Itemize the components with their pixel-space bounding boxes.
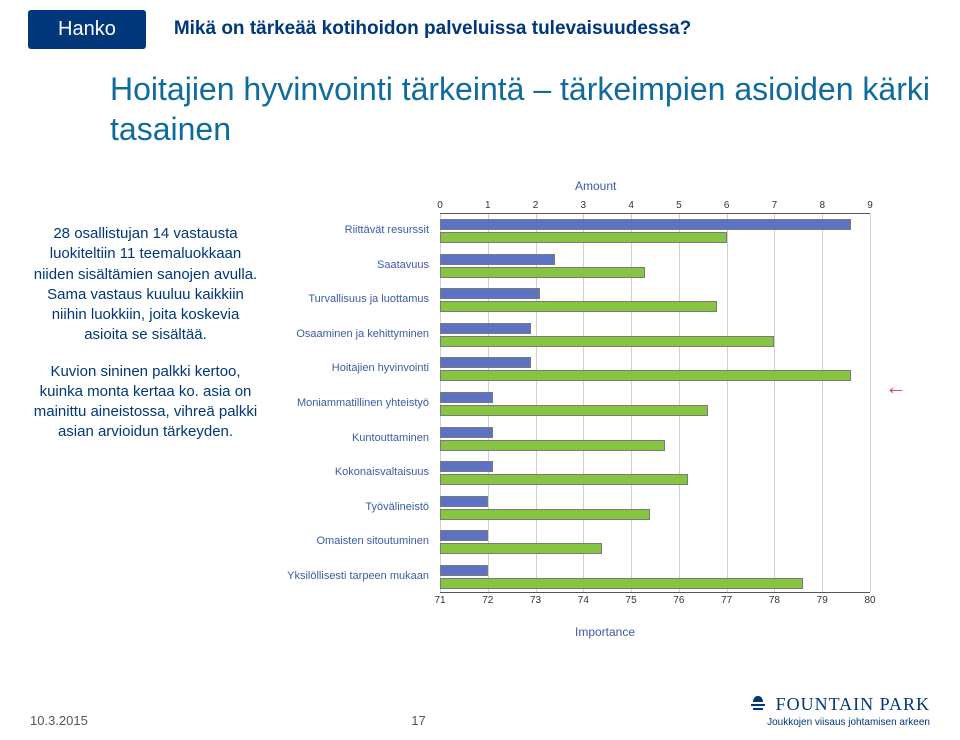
bar-amount (440, 530, 488, 541)
grid-line (870, 214, 871, 592)
bar-importance (440, 232, 727, 243)
bar-importance (440, 474, 688, 485)
tick-bottom: 75 (626, 595, 637, 606)
footer-date: 10.3.2015 (30, 713, 88, 728)
grid-line (727, 214, 728, 592)
tick-bottom: 71 (434, 595, 445, 606)
logo-text: FOUNTAIN PARK (776, 694, 930, 714)
chart-plot: 071172273374475576677778879980 (440, 213, 870, 593)
tick-bottom: 80 (864, 595, 875, 606)
bar-amount (440, 219, 851, 230)
grid-line (822, 214, 823, 592)
footer: 10.3.2015 17 FOUNTAIN PARK Joukkojen vii… (0, 694, 960, 728)
axis-importance-label: Importance (575, 625, 635, 639)
bar-amount (440, 461, 493, 472)
category-label: Yksilöllisesti tarpeen mukaan (275, 570, 435, 582)
bar-amount (440, 565, 488, 576)
axis-amount-label: Amount (575, 179, 616, 193)
category-label: Turvallisuus ja luottamus (275, 293, 435, 305)
bar-amount (440, 496, 488, 507)
category-label: Kokonaisvaltaisuus (275, 466, 435, 478)
tick-bottom: 72 (482, 595, 493, 606)
bar-amount (440, 288, 540, 299)
bar-importance (440, 578, 803, 589)
category-label: Kuntouttaminen (275, 432, 435, 444)
tick-top: 2 (533, 200, 539, 211)
description-block: 28 osallistujan 14 vastausta luokiteltii… (0, 179, 275, 639)
tick-bottom: 74 (578, 595, 589, 606)
highlight-arrow-icon: ← (885, 374, 907, 400)
bar-importance (440, 509, 650, 520)
tick-bottom: 79 (817, 595, 828, 606)
grid-line (679, 214, 680, 592)
bar-amount (440, 254, 555, 265)
tick-bottom: 73 (530, 595, 541, 606)
bar-importance (440, 336, 774, 347)
tick-top: 5 (676, 200, 682, 211)
footer-page-number: 17 (411, 713, 425, 728)
category-label: Omaisten sitoutuminen (275, 535, 435, 547)
bar-importance (440, 267, 645, 278)
tick-bottom: 78 (769, 595, 780, 606)
bar-amount (440, 427, 493, 438)
tick-top: 1 (485, 200, 491, 211)
category-label: Moniammatillinen yhteistyö (275, 397, 435, 409)
description-p2: Kuvion sininen palkki kertoo, kuinka mon… (30, 362, 261, 443)
bar-importance (440, 370, 851, 381)
location-badge: Hanko (28, 10, 146, 49)
bar-importance (440, 301, 717, 312)
grid-line (774, 214, 775, 592)
header-question: Mikä on tärkeää kotihoidon palveluissa t… (174, 10, 691, 40)
bar-amount (440, 323, 531, 334)
bar-amount (440, 392, 493, 403)
bar-amount (440, 357, 531, 368)
description-p1: 28 osallistujan 14 vastausta luokiteltii… (30, 224, 261, 346)
bar-importance (440, 405, 708, 416)
logo-subtitle: Joukkojen viisaus johtamisen arkeen (749, 717, 930, 728)
fountain-icon (749, 694, 767, 717)
tick-bottom: 77 (721, 595, 732, 606)
tick-bottom: 76 (673, 595, 684, 606)
category-label: Osaaminen ja kehittyminen (275, 328, 435, 340)
category-label: Riittävät resurssit (275, 224, 435, 236)
footer-logo: FOUNTAIN PARK Joukkojen viisaus johtamis… (749, 694, 930, 728)
tick-top: 4 (628, 200, 634, 211)
category-label: Työvälineistö (275, 501, 435, 513)
tick-top: 8 (819, 200, 825, 211)
bar-importance (440, 440, 665, 451)
tick-top: 6 (724, 200, 730, 211)
tick-top: 7 (772, 200, 778, 211)
tick-top: 3 (581, 200, 587, 211)
tick-top: 0 (437, 200, 443, 211)
page-title: Hoitajien hyvinvointi tärkeintä – tärkei… (110, 69, 960, 149)
category-label: Saatavuus (275, 259, 435, 271)
tick-top: 9 (867, 200, 873, 211)
bar-importance (440, 543, 602, 554)
category-label: Hoitajien hyvinvointi (275, 362, 435, 374)
bar-chart: Amount 071172273374475576677778879980 Im… (275, 179, 910, 639)
